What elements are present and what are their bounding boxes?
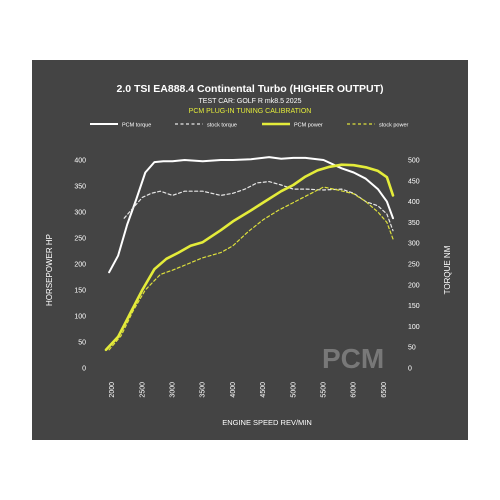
x-tick-label: 5500 <box>321 382 328 398</box>
y-tick-label-right: 100 <box>408 324 420 331</box>
y-axis-label-left: HORSEPOWER HP <box>45 234 54 306</box>
series-line-stock-power <box>108 186 394 351</box>
x-tick-label: 2500 <box>139 382 146 398</box>
x-tick-label: 2000 <box>109 382 116 398</box>
y-axis-label-right: TORQUE NM <box>443 245 452 294</box>
watermark-text: PCM <box>322 343 384 374</box>
y-tick-label-right: 200 <box>408 282 420 289</box>
x-tick-label: 4000 <box>230 382 237 398</box>
legend-label: stock torque <box>207 123 237 129</box>
y-tick-label-right: 350 <box>408 220 420 227</box>
dyno-chart: 2.0 TSI EA888.4 Continental Turbo (HIGHE… <box>45 83 452 427</box>
x-tick-label: 3500 <box>200 382 207 398</box>
x-tick-label: 3000 <box>169 382 176 398</box>
y-tick-label-right: 300 <box>408 241 420 248</box>
series-line-pcm-power <box>104 163 395 352</box>
y-tick-label-left: 0 <box>82 366 86 373</box>
y-tick-label-left: 50 <box>78 340 86 347</box>
y-tick-label-left: 150 <box>74 288 86 295</box>
chart-subtitle: TEST CAR: GOLF R mk8.5 2025 <box>199 98 302 105</box>
y-tick-label-right: 450 <box>408 178 420 185</box>
y-tick-label-right: 150 <box>408 303 420 310</box>
y-tick-label-left: 400 <box>74 158 86 165</box>
legend-label: stock power <box>379 123 409 129</box>
y-tick-label-right: 50 <box>408 345 416 352</box>
y-tick-label-left: 100 <box>74 314 86 321</box>
chart-title: 2.0 TSI EA888.4 Continental Turbo (HIGHE… <box>117 83 384 95</box>
x-tick-label: 5000 <box>290 382 297 398</box>
x-axis-label: ENGINE SPEED REV/MIN <box>222 418 312 427</box>
y-tick-label-right: 400 <box>408 199 420 206</box>
y-tick-label-left: 200 <box>74 262 86 269</box>
y-tick-label-right: 0 <box>408 366 412 373</box>
legend-label: PCM power <box>294 123 323 129</box>
chart-axes: 2000 2500 3000 3500 4000 4500 5000 5500 6000 6500… <box>74 158 419 398</box>
y-tick-label-left: 350 <box>74 184 86 191</box>
y-tick-label-left: 300 <box>74 210 86 217</box>
calibration-label: PCM PLUG-IN TUNING CALIBRATION <box>189 108 312 115</box>
chart-series <box>104 156 395 352</box>
chart-panel: 2.0 TSI EA888.4 Continental Turbo (HIGHE… <box>32 60 468 440</box>
x-tick-label: 6000 <box>351 382 358 398</box>
series-line-pcm-torque <box>108 156 394 274</box>
chart-legend: PCM torque stock torque PCM power stock pow… <box>90 123 409 129</box>
series-line-stock-torque <box>123 181 394 232</box>
x-tick-label: 6500 <box>381 382 388 398</box>
x-tick-label: 4500 <box>260 382 267 398</box>
y-tick-label-right: 250 <box>408 262 420 269</box>
y-tick-label-right: 500 <box>408 158 420 165</box>
y-tick-label-left: 250 <box>74 236 86 243</box>
legend-label: PCM torque <box>122 123 151 129</box>
